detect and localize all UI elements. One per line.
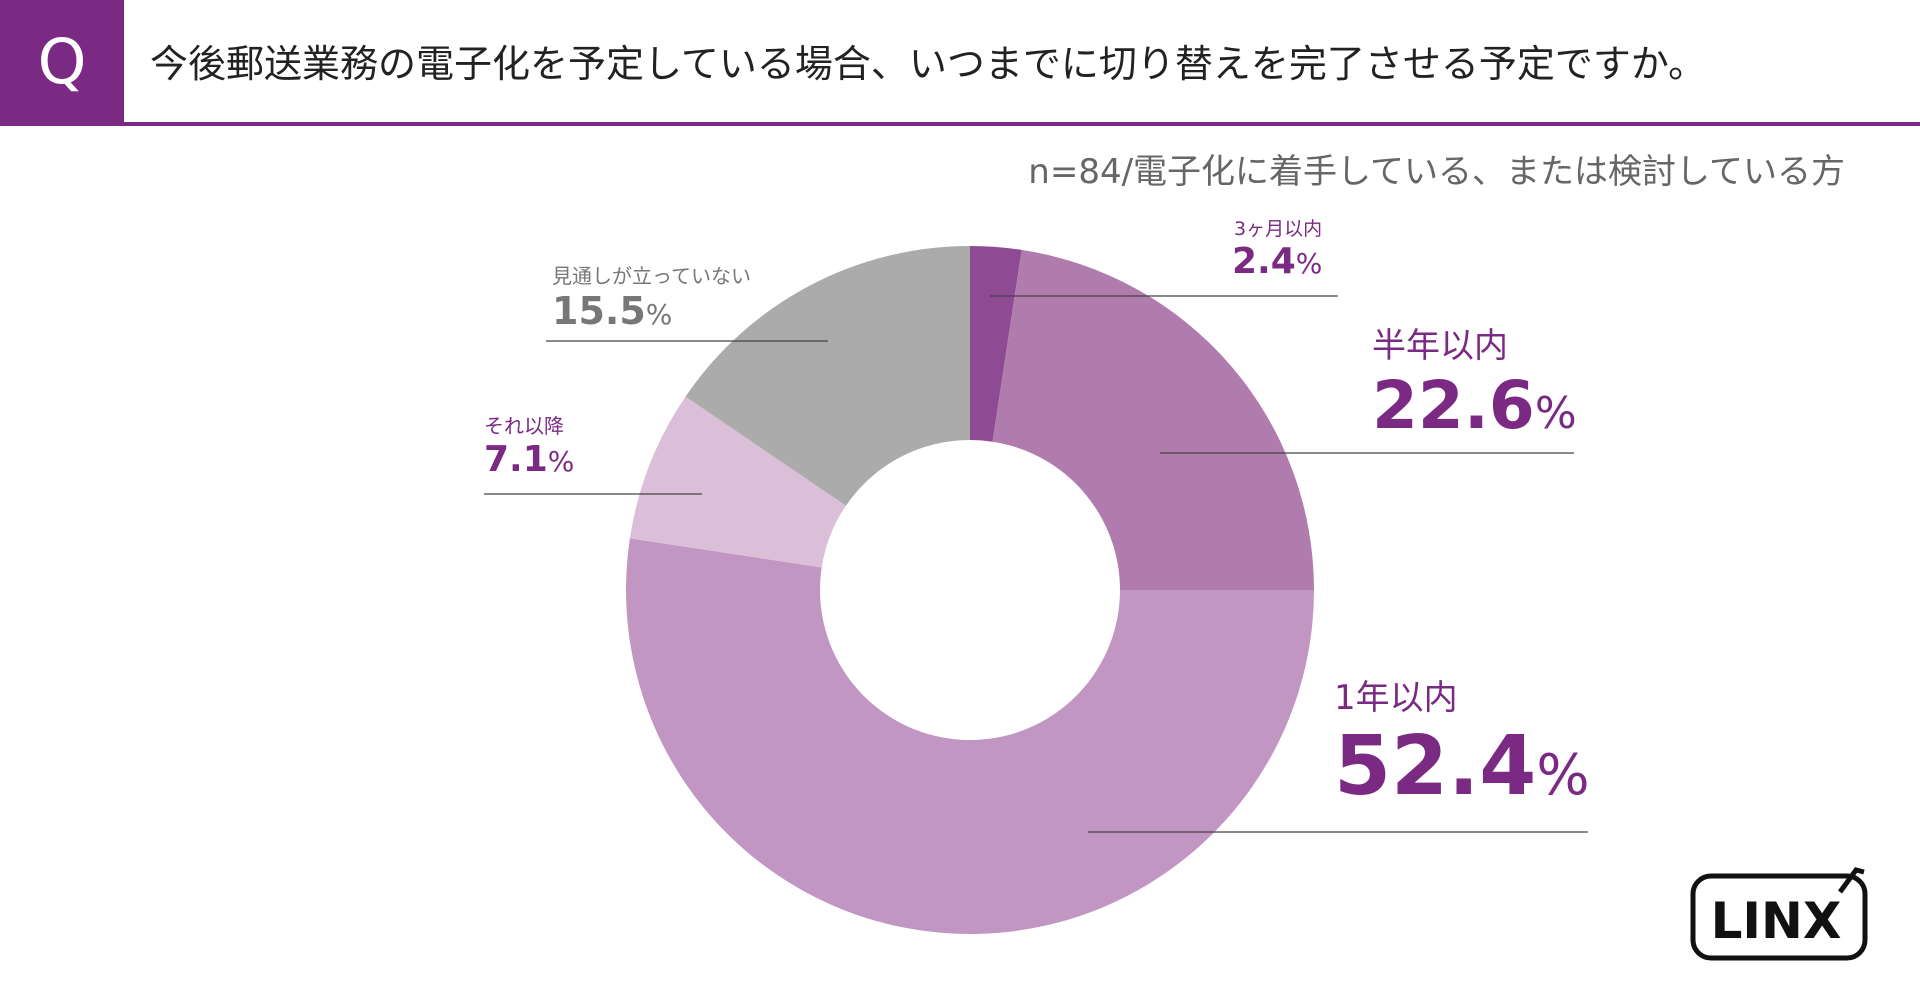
label-3months-value: 2.4 <box>1232 241 1296 282</box>
label-later-unit: % <box>547 445 575 478</box>
slice-3months <box>970 246 1022 442</box>
label-1year-value: 52.4 <box>1334 719 1537 814</box>
label-later: それ以降 7.1% <box>484 410 574 480</box>
label-later-category: それ以降 <box>484 414 564 438</box>
question-title: 今後郵送業務の電子化を予定している場合、いつまでに切り替えを完了させる予定ですか… <box>150 42 1707 86</box>
label-1year-category: 1年以内 <box>1334 678 1458 718</box>
label-half-year-unit: % <box>1534 388 1577 439</box>
label-half-year-value: 22.6 <box>1372 367 1535 444</box>
label-half-year-category: 半年以内 <box>1372 326 1508 366</box>
slice-one_year <box>625 538 1314 935</box>
linx-logo-frame <box>1690 873 1868 961</box>
label-3months-category: 3ヶ月以内 <box>1234 218 1323 240</box>
slice-no_prospect <box>685 246 970 506</box>
q-badge: Q <box>0 0 124 124</box>
label-no-prospect-unit: % <box>645 298 673 331</box>
header: Q 今後郵送業務の電子化を予定している場合、いつまでに切り替えを完了させる予定で… <box>0 0 1920 126</box>
label-3months-unit: % <box>1295 247 1323 280</box>
label-1year-unit: % <box>1536 743 1590 808</box>
sample-note: n=84/電子化に着手している、または検討している方 <box>1028 152 1845 192</box>
slice-later <box>629 396 846 568</box>
slice-half_year <box>992 249 1314 590</box>
label-3months: 3ヶ月以内 2.4% <box>1232 214 1322 282</box>
linx-logo-text: LINX <box>1711 892 1842 950</box>
header-divider <box>0 122 1920 126</box>
linx-logo: LINX <box>1690 867 1868 961</box>
label-no-prospect-category: 見通しが立っていない <box>552 264 751 288</box>
linx-logo-bolt <box>1837 867 1865 894</box>
label-later-value: 7.1 <box>484 439 548 480</box>
label-no-prospect-value: 15.5 <box>552 289 646 333</box>
label-half-year: 半年以内 22.6% <box>1372 318 1577 444</box>
label-no-prospect: 見通しが立っていない 15.5% <box>552 260 751 333</box>
label-1year: 1年以内 52.4% <box>1334 670 1590 814</box>
